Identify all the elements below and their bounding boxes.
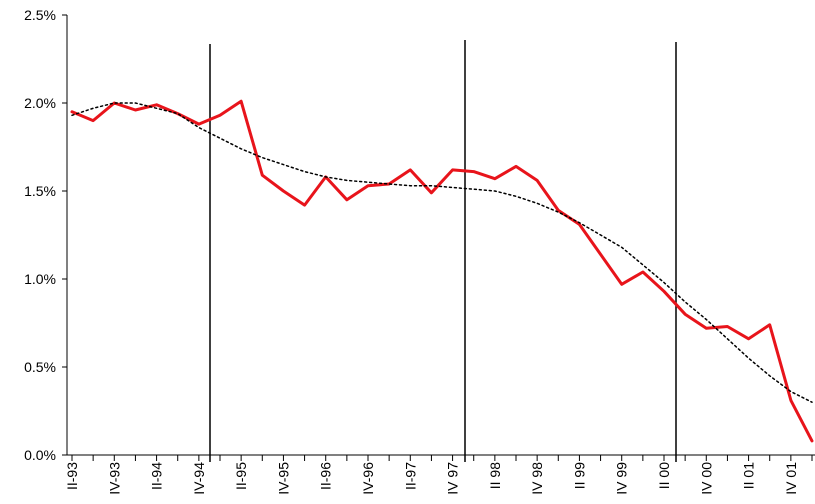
y-tick-label: 1.5% — [24, 183, 56, 199]
x-tick-label: II 01 — [741, 462, 757, 489]
x-tick-label: IV 00 — [698, 462, 714, 495]
y-tick-label: 0.0% — [24, 447, 56, 463]
series-line — [71, 102, 813, 403]
x-tick-label: IV-96 — [360, 462, 376, 495]
x-tick-label: IV-93 — [106, 462, 122, 495]
x-tick-label: IV 99 — [614, 462, 630, 495]
series-line — [70, 99, 814, 443]
x-tick-label: II-95 — [233, 462, 249, 490]
y-tick-label: 2.5% — [24, 7, 56, 23]
y-tick-label: 0.5% — [24, 359, 56, 375]
x-tick-label: IV 97 — [445, 462, 461, 495]
x-tick-label: II-93 — [64, 462, 80, 490]
x-tick-label: IV-95 — [275, 462, 291, 495]
x-tick-label: IV-94 — [191, 462, 207, 495]
y-tick-label: 1.0% — [24, 271, 56, 287]
x-tick-label: II 00 — [656, 462, 672, 489]
y-tick-label: 2.0% — [24, 95, 56, 111]
x-tick-label: IV 98 — [529, 462, 545, 495]
x-tick-label: II-94 — [149, 462, 165, 490]
x-tick-label: IV 01 — [783, 462, 799, 495]
x-tick-label: II 98 — [487, 462, 503, 489]
x-tick-label: II 99 — [571, 462, 587, 489]
x-tick-label: II-96 — [318, 462, 334, 490]
x-tick-label: II-97 — [402, 462, 418, 490]
